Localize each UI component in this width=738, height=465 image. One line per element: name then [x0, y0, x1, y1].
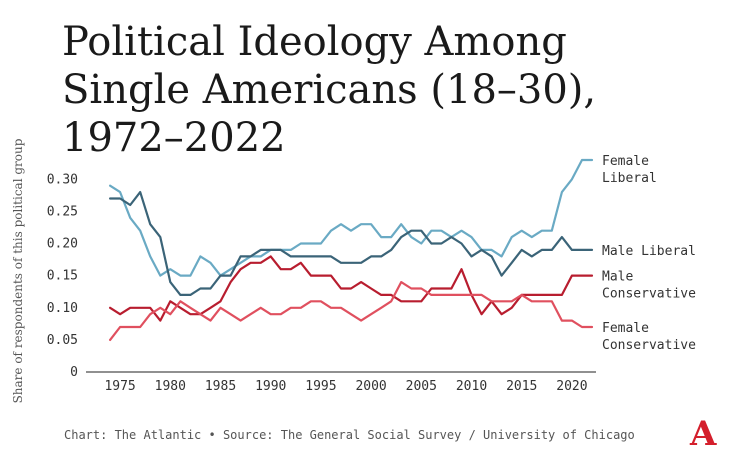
- series-label: Male Conservative: [602, 270, 696, 302]
- y-tick-label: 0.20: [47, 237, 78, 252]
- x-tick-label: 1995: [305, 379, 336, 394]
- y-axis-label-group: Share of respondents of this political g…: [11, 138, 25, 403]
- series-lines: [108, 158, 594, 341]
- y-tick-labels: 0 0.05 0.10 0.15 0.20 0.25 0.30: [47, 172, 78, 380]
- y-tick-label: 0: [70, 365, 78, 380]
- series-label: Male Liberal: [602, 244, 696, 259]
- series-line: [108, 191, 594, 296]
- x-tick-label: 1990: [255, 379, 286, 394]
- y-tick-label: 0.10: [47, 301, 78, 316]
- series-label: Female Liberal: [602, 154, 657, 186]
- x-tick-label: 1980: [155, 379, 186, 394]
- y-tick-label: 0.05: [47, 333, 78, 348]
- y-tick-label: 0.30: [47, 172, 78, 187]
- series-line: [108, 158, 594, 277]
- y-tick-label: 0.25: [47, 204, 78, 219]
- x-tick-label: 2000: [355, 379, 386, 394]
- x-tick-label: 2010: [456, 379, 487, 394]
- x-tick-labels: 1975 1980 1985 1990 1995 2000 2005 2010 2015 2020: [104, 379, 587, 394]
- x-tick-label: 2005: [406, 379, 437, 394]
- y-tick-label: 0.15: [47, 269, 78, 284]
- x-tick-label: 2015: [506, 379, 537, 394]
- y-axis-label: Share of respondents of this political g…: [11, 138, 25, 403]
- series-label: Female Conservative: [602, 321, 696, 353]
- x-tick-label: 2020: [556, 379, 587, 394]
- chart-credit: Chart: The Atlantic • Source: The Genera…: [64, 428, 635, 442]
- atlantic-logo: A: [690, 414, 717, 454]
- series-labels: Female Liberal Male Liberal Male Conservativ…: [602, 154, 696, 353]
- x-tick-label: 1975: [104, 379, 135, 394]
- series-line: [108, 255, 594, 322]
- series-line: [108, 281, 594, 341]
- x-tick-label: 1985: [205, 379, 236, 394]
- chart-title: Political Ideology Among Single American…: [62, 19, 597, 161]
